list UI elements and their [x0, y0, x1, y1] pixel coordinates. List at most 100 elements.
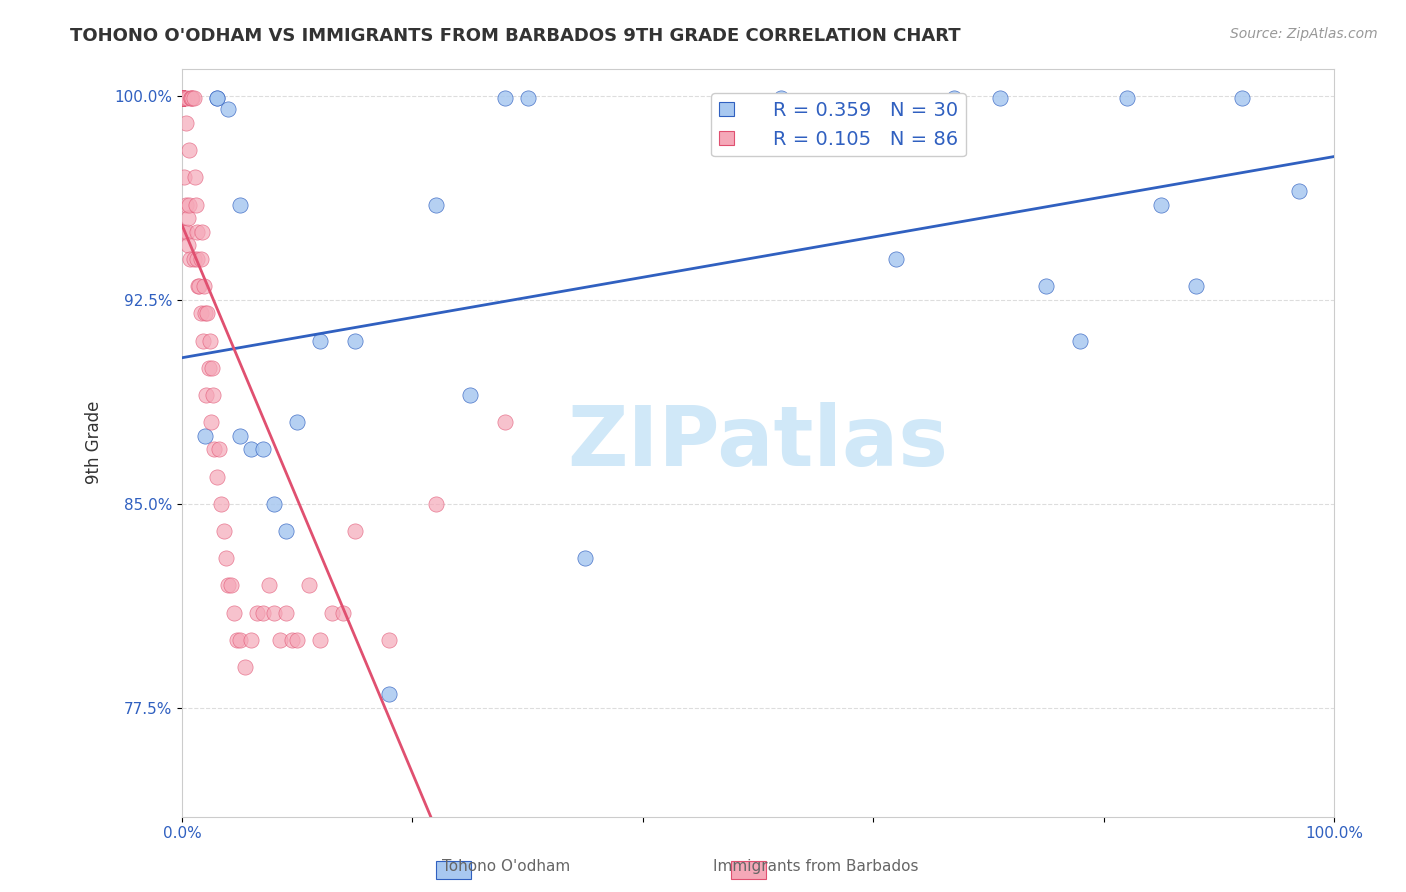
Point	[190, 252, 212, 266]
Point	[240, 632, 263, 647]
Point	[425, 197, 447, 211]
Point	[174, 116, 197, 130]
Point	[205, 91, 228, 105]
Point	[172, 91, 194, 105]
Point	[205, 469, 228, 483]
Point	[343, 334, 366, 348]
Point	[172, 91, 194, 105]
Point	[378, 632, 401, 647]
Point	[884, 252, 907, 266]
Point	[378, 687, 401, 701]
Text: TOHONO O'ODHAM VS IMMIGRANTS FROM BARBADOS 9TH GRADE CORRELATION CHART: TOHONO O'ODHAM VS IMMIGRANTS FROM BARBAD…	[70, 27, 960, 45]
Point	[188, 279, 211, 293]
Point	[173, 170, 195, 185]
Point	[208, 442, 231, 457]
Point	[193, 279, 215, 293]
Point	[217, 578, 239, 592]
Point	[173, 91, 195, 105]
Point	[309, 632, 332, 647]
Point	[172, 91, 194, 105]
Point	[494, 91, 516, 105]
Point	[187, 279, 209, 293]
Text: ZIPatlas: ZIPatlas	[568, 402, 949, 483]
Point	[172, 91, 194, 105]
Point	[246, 606, 269, 620]
Point	[219, 578, 242, 592]
Point	[177, 143, 200, 157]
Point	[172, 91, 194, 105]
Point	[274, 524, 297, 538]
Point	[574, 551, 596, 566]
Point	[197, 306, 219, 320]
Point	[280, 632, 302, 647]
Point	[198, 334, 221, 348]
Point	[173, 91, 195, 105]
Point	[183, 252, 205, 266]
Point	[235, 660, 257, 674]
Point	[172, 91, 194, 105]
Point	[176, 225, 198, 239]
Point	[458, 388, 481, 402]
Point	[172, 91, 194, 105]
Point	[186, 252, 208, 266]
Point	[425, 497, 447, 511]
Point	[190, 225, 212, 239]
Point	[1288, 184, 1310, 198]
Point	[269, 632, 291, 647]
Point	[172, 91, 194, 105]
Point	[516, 91, 538, 105]
Point	[183, 91, 205, 105]
Point	[1035, 279, 1057, 293]
Point	[172, 91, 194, 105]
Point	[184, 197, 207, 211]
Y-axis label: 9th Grade: 9th Grade	[86, 401, 103, 484]
Point	[174, 197, 197, 211]
Point	[1184, 279, 1206, 293]
Point	[285, 415, 308, 429]
Point	[172, 91, 194, 105]
Point	[179, 252, 201, 266]
Point	[226, 632, 249, 647]
Point	[263, 497, 285, 511]
Text: Tohono O'odham: Tohono O'odham	[441, 859, 571, 874]
Point	[205, 91, 228, 105]
Point	[770, 91, 793, 105]
Point	[1069, 334, 1091, 348]
Point	[228, 632, 250, 647]
Point	[252, 442, 274, 457]
Point	[181, 91, 204, 105]
Point	[1150, 197, 1173, 211]
Point	[172, 91, 194, 105]
Point	[988, 91, 1011, 105]
Point	[197, 360, 219, 375]
Point	[200, 415, 222, 429]
Point	[274, 606, 297, 620]
Point	[228, 429, 250, 443]
Point	[194, 429, 217, 443]
Point	[222, 606, 245, 620]
Point	[172, 91, 194, 105]
Point	[215, 551, 238, 566]
Text: Source: ZipAtlas.com: Source: ZipAtlas.com	[1230, 27, 1378, 41]
Text: Immigrants from Barbados: Immigrants from Barbados	[713, 859, 918, 874]
Point	[172, 91, 194, 105]
Point	[252, 606, 274, 620]
Point	[202, 442, 225, 457]
Point	[201, 360, 224, 375]
Point	[172, 91, 194, 105]
Point	[172, 91, 194, 105]
Point	[263, 606, 285, 620]
Point	[172, 91, 194, 105]
Point	[309, 334, 332, 348]
Point	[321, 606, 343, 620]
Point	[180, 91, 202, 105]
Point	[195, 388, 218, 402]
Point	[285, 632, 308, 647]
Point	[298, 578, 321, 592]
Point	[212, 524, 235, 538]
Point	[1230, 91, 1253, 105]
Point	[202, 388, 225, 402]
Point	[177, 238, 200, 252]
Point	[217, 103, 239, 117]
Point	[177, 197, 200, 211]
